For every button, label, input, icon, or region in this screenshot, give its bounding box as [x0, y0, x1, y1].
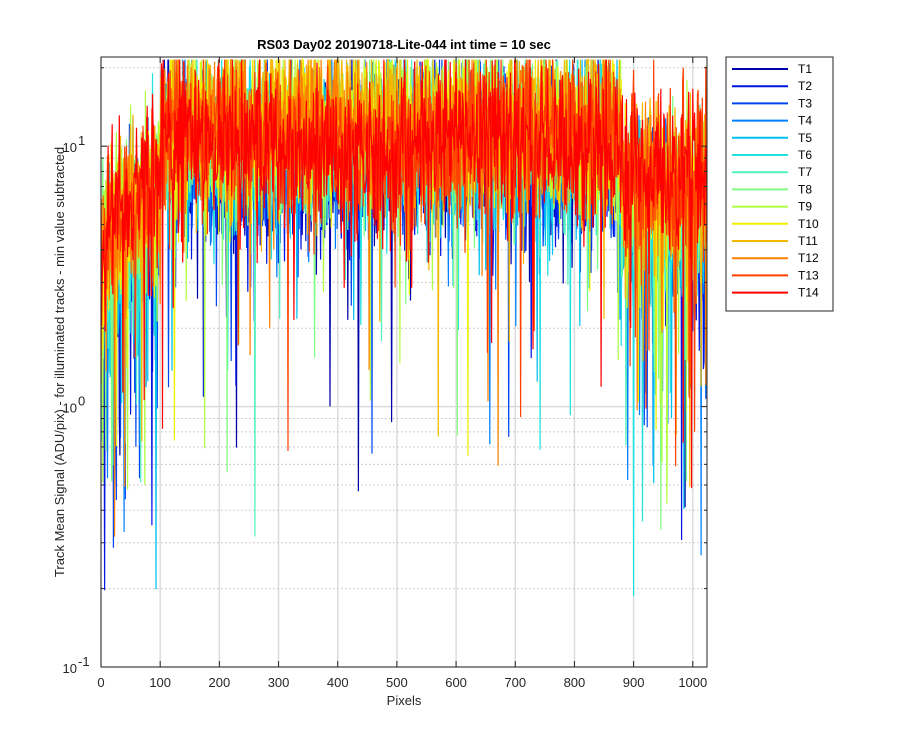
x-axis-label: Pixels	[387, 693, 422, 708]
legend-label: T2	[798, 79, 812, 93]
y-axis-label: Track Mean Signal (ADU/pix) - for illumi…	[52, 147, 67, 577]
legend-label: T6	[798, 148, 812, 162]
y-tick-exponent: 1	[78, 133, 85, 148]
y-tick-label: 10	[63, 140, 77, 155]
x-tick-label: 800	[564, 675, 586, 690]
legend-label: T4	[798, 114, 812, 128]
x-ticks: 0 100 200 300 400 500 600 700 800 900 1000	[97, 57, 707, 690]
legend-label: T13	[798, 268, 819, 282]
x-tick-label: 900	[623, 675, 645, 690]
x-tick-label: 100	[149, 675, 171, 690]
y-tick-exponent: -1	[78, 654, 90, 669]
x-tick-label: 200	[209, 675, 231, 690]
x-tick-label: 1000	[678, 675, 707, 690]
y-tick-label: 10	[63, 661, 77, 676]
legend: T1 T2 T3 T4 T5 T6 T7 T8 T9 T10 T11 T12 T13 T14	[725, 56, 834, 312]
legend-label: T8	[798, 182, 812, 196]
legend-label: T5	[798, 131, 812, 145]
series-group	[101, 57, 707, 597]
x-tick-label: 500	[386, 675, 408, 690]
x-tick-label: 0	[97, 675, 104, 690]
legend-label: T11	[798, 234, 818, 248]
y-tick-label: 10	[63, 401, 77, 416]
legend-label: T14	[798, 286, 819, 300]
x-tick-label: 600	[445, 675, 467, 690]
legend-label: T1	[798, 62, 812, 76]
legend-box	[725, 56, 834, 312]
series-line-T14	[101, 59, 707, 489]
x-tick-label: 400	[327, 675, 349, 690]
chart-title: RS03 Day02 20190718-Lite-044 int time = …	[257, 37, 551, 52]
legend-label: T12	[798, 251, 819, 265]
legend-label: T10	[798, 217, 819, 231]
y-tick-exponent: 0	[78, 394, 85, 409]
x-tick-label: 300	[268, 675, 290, 690]
axes-box	[100, 56, 708, 668]
legend-label: T7	[798, 165, 812, 179]
x-tick-label: 700	[504, 675, 526, 690]
legend-label: T9	[798, 200, 812, 214]
legend-label: T3	[798, 96, 812, 110]
